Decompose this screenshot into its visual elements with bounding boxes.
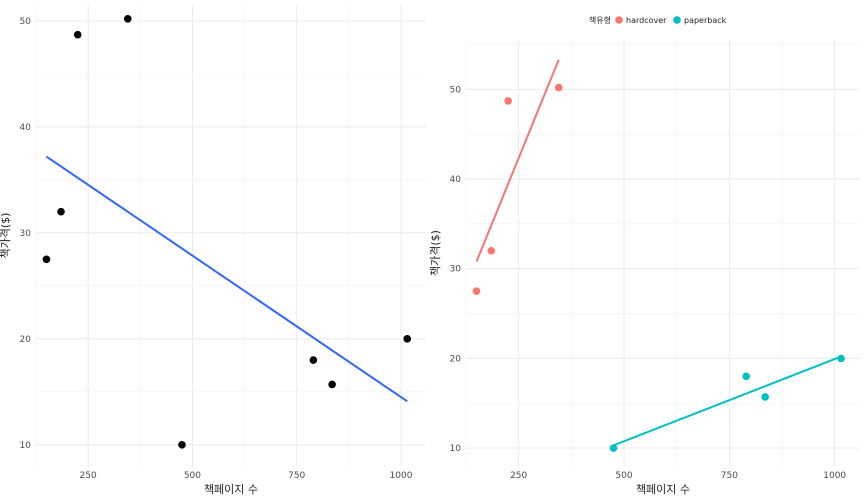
y-tick-label: 40 — [450, 175, 462, 185]
x-tick-label: 250 — [510, 471, 527, 481]
y-tick-label: 40 — [20, 123, 32, 133]
y-tick-label: 30 — [20, 229, 32, 239]
x-axis-title: 책페이지 수 — [204, 483, 258, 496]
y-axis-title: 책가격($) — [0, 213, 12, 259]
y-tick-label: 20 — [450, 354, 462, 364]
y-tick-label: 10 — [20, 441, 32, 451]
x-tick-label: 1000 — [823, 471, 846, 481]
data-point — [403, 335, 412, 343]
data-point — [123, 14, 132, 23]
legend-label-paperback: paperback — [684, 16, 727, 25]
y-tick-label: 50 — [20, 17, 32, 27]
right-scatter-panel: 250 500 750 1000 10 20 30 40 50 책페이지 수 책가격($) 책유형 ha… — [429, 15, 860, 496]
data-point-paperback — [761, 393, 769, 401]
data-point-hardcover — [472, 287, 481, 295]
data-point-paperback — [609, 444, 618, 452]
trend-line-paperback — [613, 355, 842, 447]
trend-line-hardcover — [475, 59, 560, 262]
x-axis-title: 책페이지 수 — [636, 483, 690, 496]
x-tick-label: 500 — [615, 471, 632, 481]
trend-line — [45, 155, 408, 403]
legend-title: 책유형 — [589, 15, 611, 25]
legend-key-paperback — [673, 16, 681, 24]
data-point-hardcover — [554, 83, 563, 92]
data-point-paperback — [742, 372, 751, 381]
legend-label-hardcover: hardcover — [626, 16, 667, 25]
y-axis-title: 책가격($) — [429, 230, 442, 276]
x-tick-label: 500 — [184, 471, 201, 481]
y-tick-label: 50 — [450, 85, 462, 95]
data-point-hardcover — [504, 97, 512, 105]
data-point — [178, 441, 186, 449]
y-tick-label: 30 — [450, 265, 462, 275]
data-point — [73, 30, 82, 39]
data-point — [57, 207, 65, 216]
x-tick-label: 1000 — [390, 471, 413, 481]
x-tick-label: 750 — [721, 471, 738, 481]
legend: 책유형 hardcover paperback — [589, 15, 727, 25]
data-point — [328, 380, 336, 389]
x-tick-label: 250 — [80, 471, 97, 481]
data-point-hardcover — [487, 246, 496, 255]
y-tick-label: 10 — [450, 444, 462, 454]
data-point — [42, 255, 51, 264]
x-tick-label: 750 — [288, 471, 305, 481]
data-point-paperback — [837, 354, 845, 363]
data-point — [309, 356, 318, 364]
y-tick-label: 20 — [20, 335, 32, 345]
left-scatter-panel: 250 500 750 1000 10 20 30 40 50 책페이지 수 책가격($) — [0, 5, 426, 496]
legend-key-hardcover — [615, 16, 623, 24]
